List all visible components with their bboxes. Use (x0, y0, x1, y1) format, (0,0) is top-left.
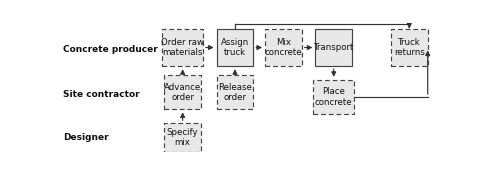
Text: Place
concrete: Place concrete (315, 87, 352, 107)
Text: Site contractor: Site contractor (64, 90, 140, 99)
FancyBboxPatch shape (316, 29, 352, 66)
Text: Advance
order: Advance order (164, 83, 201, 102)
Text: Assign
truck: Assign truck (221, 38, 249, 57)
FancyBboxPatch shape (164, 75, 201, 109)
FancyBboxPatch shape (216, 75, 254, 109)
Text: Mix
concrete: Mix concrete (264, 38, 302, 57)
Text: Transport: Transport (314, 43, 354, 52)
FancyBboxPatch shape (164, 123, 201, 152)
FancyBboxPatch shape (314, 80, 354, 114)
Text: Designer: Designer (64, 133, 109, 142)
Text: Order raw
materials: Order raw materials (161, 38, 204, 57)
FancyBboxPatch shape (391, 29, 428, 66)
Text: Specify
mix: Specify mix (167, 128, 198, 147)
Text: Concrete producer: Concrete producer (64, 45, 158, 54)
FancyBboxPatch shape (162, 29, 203, 66)
FancyBboxPatch shape (265, 29, 302, 66)
FancyBboxPatch shape (216, 29, 254, 66)
Text: Truck
returns: Truck returns (394, 38, 425, 57)
Text: Release
order: Release order (218, 83, 252, 102)
